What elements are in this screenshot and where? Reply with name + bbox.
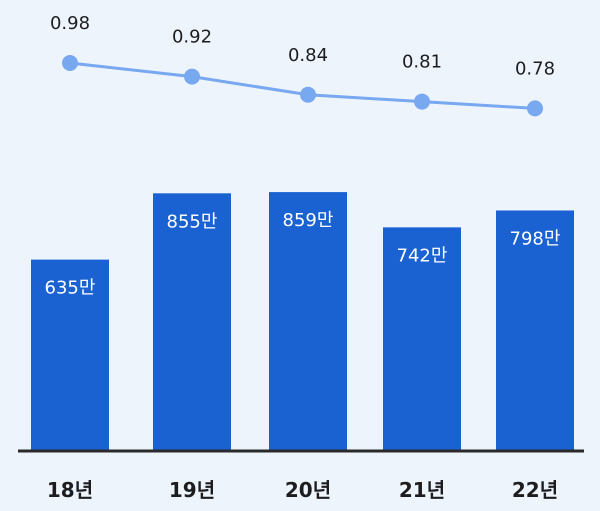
- trend-value-label: 0.78: [515, 58, 555, 79]
- trend-point-4: [527, 100, 543, 117]
- bar-value-label: 798만: [510, 228, 561, 249]
- bar-3: [383, 227, 461, 451]
- bar-value-label: 742만: [397, 245, 448, 266]
- trend-value-label: 0.84: [288, 45, 328, 66]
- line-series: 0.98 0.92 0.84 0.81 0.78: [50, 13, 555, 117]
- bar-1: [153, 193, 231, 452]
- x-axis-labels: 18년 19년 20년 21년 22년: [47, 478, 558, 502]
- x-tick-label: 21년: [399, 478, 445, 502]
- trend-value-label: 0.81: [402, 52, 442, 73]
- trend-value-label: 0.98: [50, 13, 90, 34]
- trend-point-3: [414, 93, 430, 110]
- bar-value-label: 855만: [167, 211, 218, 232]
- x-tick-label: 20년: [285, 478, 331, 502]
- bar-0: [31, 259, 109, 451]
- x-tick-label: 22년: [512, 478, 558, 502]
- bar-value-label: 635만: [45, 278, 96, 299]
- trend-point-0: [62, 55, 78, 71]
- trend-point-1: [184, 68, 200, 85]
- bar-value-label: 859만: [283, 210, 334, 231]
- bar-2: [269, 192, 347, 451]
- x-tick-label: 18년: [47, 478, 93, 502]
- x-tick-label: 19년: [169, 478, 215, 502]
- trend-value-label: 0.92: [172, 27, 212, 48]
- trend-point-2: [300, 86, 316, 103]
- bar-series: 635만 855만 859만 742만 798만: [31, 192, 574, 452]
- trend-line: [69, 61, 536, 110]
- bar-4: [496, 210, 574, 451]
